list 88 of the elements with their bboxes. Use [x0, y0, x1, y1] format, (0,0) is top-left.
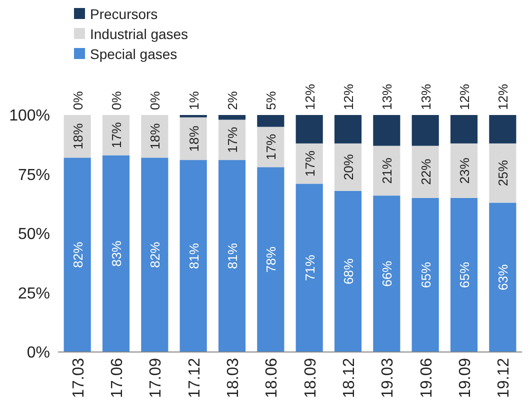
- bar: [218, 120, 246, 160]
- data-label: 23%: [457, 157, 472, 184]
- bar: [334, 115, 362, 144]
- bar: [141, 115, 168, 158]
- x-tick-label: 19.09: [457, 358, 474, 398]
- legend-label: Special gases: [90, 46, 178, 62]
- bar: [373, 115, 400, 146]
- x-tick-label: 17.03: [70, 358, 88, 398]
- data-label: 81%: [186, 242, 202, 270]
- x-tick-label: 18.12: [341, 358, 358, 398]
- bar: [373, 196, 400, 352]
- data-label: 68%: [341, 258, 356, 284]
- bar: [334, 190, 362, 352]
- bar: [102, 115, 130, 156]
- data-label: 13%: [380, 84, 395, 110]
- bar: [450, 143, 478, 198]
- bar: [64, 158, 91, 352]
- data-label: 0%: [109, 90, 124, 110]
- data-label: 66%: [380, 260, 395, 287]
- data-label: 81%: [225, 242, 240, 270]
- y-tick-label: 100%: [9, 108, 50, 125]
- bar: [450, 115, 478, 144]
- bar: [64, 115, 91, 158]
- data-label: 5%: [264, 90, 279, 110]
- bar: [489, 115, 516, 144]
- y-tick-label: 0%: [26, 344, 50, 362]
- bar: [334, 143, 362, 191]
- x-tick-label: 18.03: [225, 358, 242, 398]
- x-tick-label: 19.12: [496, 358, 513, 398]
- data-label: 65%: [457, 262, 472, 288]
- legend-label: Industrial gases: [90, 26, 188, 42]
- data-label: 12%: [302, 84, 318, 110]
- data-label: 1%: [186, 90, 202, 110]
- data-label: 13%: [418, 84, 434, 110]
- data-label: 63%: [496, 264, 511, 290]
- data-label: 82%: [148, 241, 163, 268]
- data-label: 12%: [496, 84, 511, 110]
- bar: [412, 115, 439, 146]
- bar: [257, 126, 284, 168]
- data-label: 12%: [457, 84, 472, 110]
- bar: [373, 146, 400, 196]
- data-label: 78%: [264, 246, 279, 273]
- bar: [180, 117, 207, 160]
- y-tick-label: 25%: [18, 285, 50, 302]
- x-tick-label: 17.06: [109, 358, 126, 398]
- data-label: 17%: [225, 126, 240, 153]
- data-label: 65%: [418, 262, 434, 288]
- bar: [296, 115, 323, 144]
- x-tick-label: 19.06: [418, 358, 436, 398]
- data-label: 17%: [109, 122, 124, 148]
- bar: [296, 143, 323, 184]
- x-tick-label: 17.12: [186, 358, 204, 398]
- bar: [412, 146, 439, 198]
- x-tick-label: 19.03: [380, 358, 397, 398]
- bar: [218, 115, 246, 120]
- bar: [141, 158, 168, 352]
- data-label: 22%: [418, 158, 434, 185]
- x-tick-label: 18.09: [302, 358, 320, 398]
- data-label: 18%: [186, 125, 202, 152]
- y-tick-label: 50%: [18, 226, 50, 244]
- bar: [450, 198, 478, 352]
- data-label: 17%: [302, 150, 318, 177]
- data-label: 25%: [496, 160, 511, 186]
- bar: [218, 160, 246, 352]
- x-tick-label: 18.06: [264, 358, 281, 398]
- data-label: 20%: [341, 154, 356, 180]
- data-label: 0%: [148, 90, 163, 110]
- data-label: 17%: [264, 134, 279, 160]
- x-tick-label: 17.09: [148, 358, 165, 398]
- bar: [180, 160, 207, 352]
- y-tick-label: 75%: [18, 166, 50, 184]
- data-label: 71%: [302, 254, 318, 281]
- data-label: 18%: [70, 122, 86, 150]
- data-label: 18%: [148, 122, 163, 150]
- data-label: 83%: [109, 240, 124, 267]
- data-label: 21%: [380, 157, 395, 184]
- data-label: 2%: [225, 90, 240, 110]
- bar: [257, 115, 284, 127]
- bar: [257, 167, 284, 352]
- bar: [102, 155, 130, 352]
- bar: [489, 143, 516, 203]
- data-label: 0%: [70, 90, 86, 110]
- bar: [296, 184, 323, 352]
- bar: [489, 202, 516, 352]
- data-label: 82%: [70, 241, 86, 268]
- data-label: 12%: [341, 84, 356, 110]
- legend-label: Precursors: [90, 6, 158, 22]
- bar: [412, 198, 439, 352]
